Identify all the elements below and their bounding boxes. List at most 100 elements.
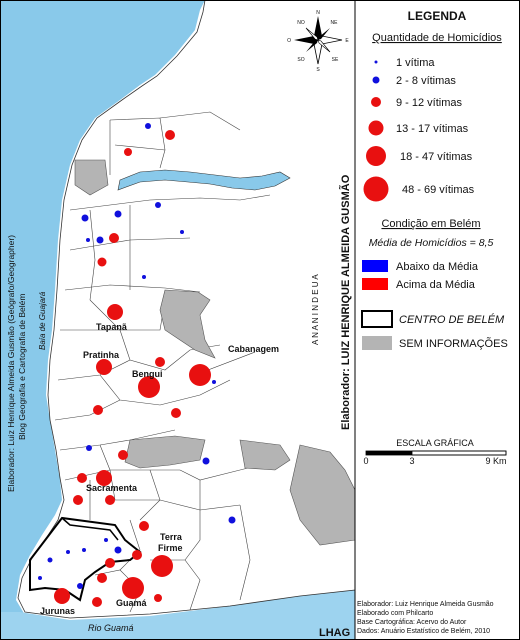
point <box>114 546 122 554</box>
svg-text:O: O <box>287 38 291 44</box>
compass-rose-icon: N S E O NE NO SE SO <box>287 10 349 73</box>
bay-water <box>0 0 355 640</box>
point <box>104 538 108 542</box>
legend: LEGENDA Quantidade de Homicídios 1 vítim… <box>361 9 508 350</box>
label-jurunas: Jurunas <box>40 606 75 616</box>
river-water <box>0 590 355 640</box>
point <box>132 550 142 560</box>
svg-text:NO: NO <box>297 20 305 26</box>
legend-above-label: Acima da Média <box>396 279 476 291</box>
legend-above-swatch <box>362 278 388 290</box>
point <box>97 257 107 267</box>
legend-title: LEGENDA <box>408 9 467 23</box>
ananindeua-label: A N A N I N D E U A <box>311 274 320 345</box>
label-cabanagem: Cabanagem <box>228 344 279 354</box>
center-author-text: Elaborador: LUIZ HENRIQUE ALMEIDA GUSMÃO <box>339 174 352 430</box>
svg-text:Base Cartográfica: Acervo do A: Base Cartográfica: Acervo do Autor <box>357 619 467 626</box>
point <box>82 548 86 552</box>
point <box>122 577 144 599</box>
point <box>124 148 132 156</box>
legend-symbol-3 <box>371 97 381 107</box>
point <box>105 495 115 505</box>
point <box>154 594 162 602</box>
point <box>77 583 83 589</box>
legend-class-1: 1 vítima <box>396 57 435 69</box>
svg-text:Dados: Anuário Estatístico de: Dados: Anuário Estatístico de Belém, 201… <box>357 628 490 635</box>
scale-bar: ESCALA GRÁFICA 0 3 9 Km <box>363 438 506 466</box>
legend-noinfo-swatch <box>362 336 392 350</box>
point <box>93 405 103 415</box>
legend-center-swatch <box>361 310 393 328</box>
svg-text:SO: SO <box>297 57 304 63</box>
point <box>54 588 70 604</box>
scale-tick-3: 3 <box>409 456 414 466</box>
point <box>212 380 216 384</box>
legend-center-label: CENTRO DE BELÉM <box>399 313 505 326</box>
legend-class-6: 48 - 69 vítimas <box>402 184 475 196</box>
svg-text:E: E <box>345 38 349 44</box>
no-info-areas <box>74 159 356 546</box>
corner-tag: LHAG <box>319 627 350 639</box>
legend-class-3: 9 - 12 vítimas <box>396 97 463 109</box>
legend-class-2: 2 - 8 vítimas <box>396 75 456 87</box>
point <box>138 376 160 398</box>
left-blog-text: Blog Geografia e Cartografia de Belém <box>17 294 27 440</box>
point <box>96 236 104 244</box>
legend-condition-heading: Condição em Belém <box>381 218 480 230</box>
point <box>38 576 42 580</box>
svg-text:N: N <box>316 10 320 16</box>
left-author-text: Elaborador: Luiz Henrique Almeida Gusmão… <box>6 235 16 492</box>
homicide-points <box>38 123 236 607</box>
point <box>107 304 123 320</box>
point <box>151 555 173 577</box>
legend-symbol-4 <box>368 120 384 136</box>
point <box>105 558 115 568</box>
label-sacramenta: Sacramenta <box>86 483 138 493</box>
credits: Elaborador: Luiz Henrique Almeida Gusmão… <box>357 601 494 635</box>
point <box>139 521 149 531</box>
point <box>155 202 161 208</box>
point <box>228 516 236 524</box>
scale-tick-9: 9 Km <box>485 456 506 466</box>
point <box>145 123 151 129</box>
point <box>97 573 107 583</box>
point <box>96 359 112 375</box>
point <box>202 457 210 465</box>
legend-symbol-2 <box>372 76 380 84</box>
label-guama: Guamá <box>116 598 148 608</box>
point <box>86 238 90 242</box>
svg-text:S: S <box>316 67 320 73</box>
point <box>114 210 122 218</box>
point <box>73 495 83 505</box>
legend-noinfo-label: SEM INFORMAÇÕES <box>399 337 508 350</box>
point <box>155 357 165 367</box>
point <box>86 445 92 451</box>
neighborhood-boundaries <box>54 111 281 613</box>
label-pratinha: Pratinha <box>83 350 120 360</box>
point <box>180 230 184 234</box>
label-tapana: Tapanã <box>96 322 128 332</box>
svg-text:NE: NE <box>331 20 339 26</box>
point <box>96 470 112 486</box>
legend-class-4: 13 - 17 vítimas <box>396 123 469 135</box>
point <box>77 473 87 483</box>
legend-quantity-heading: Quantidade de Homicídios <box>372 32 502 44</box>
point <box>142 275 146 279</box>
legend-symbol-5 <box>366 146 386 166</box>
point <box>189 364 211 386</box>
scale-tick-0: 0 <box>363 456 368 466</box>
svg-text:Elaborador: Luiz Henrique Alme: Elaborador: Luiz Henrique Almeida Gusmão <box>357 601 494 608</box>
label-bengui: Bengui <box>132 369 163 379</box>
label-baia: Baía de Guajará <box>38 291 47 350</box>
label-rio: Rio Guamá <box>88 623 134 633</box>
point <box>118 450 128 460</box>
legend-class-5: 18 - 47 vítimas <box>400 151 473 163</box>
svg-text:Elaborado com Philcarto: Elaborado com Philcarto <box>357 610 433 617</box>
point <box>109 233 119 243</box>
legend-symbol-6 <box>363 176 389 202</box>
centro-outline <box>29 516 142 602</box>
scale-title: ESCALA GRÁFICA <box>396 438 474 448</box>
point <box>92 597 102 607</box>
inner-river <box>117 169 291 191</box>
